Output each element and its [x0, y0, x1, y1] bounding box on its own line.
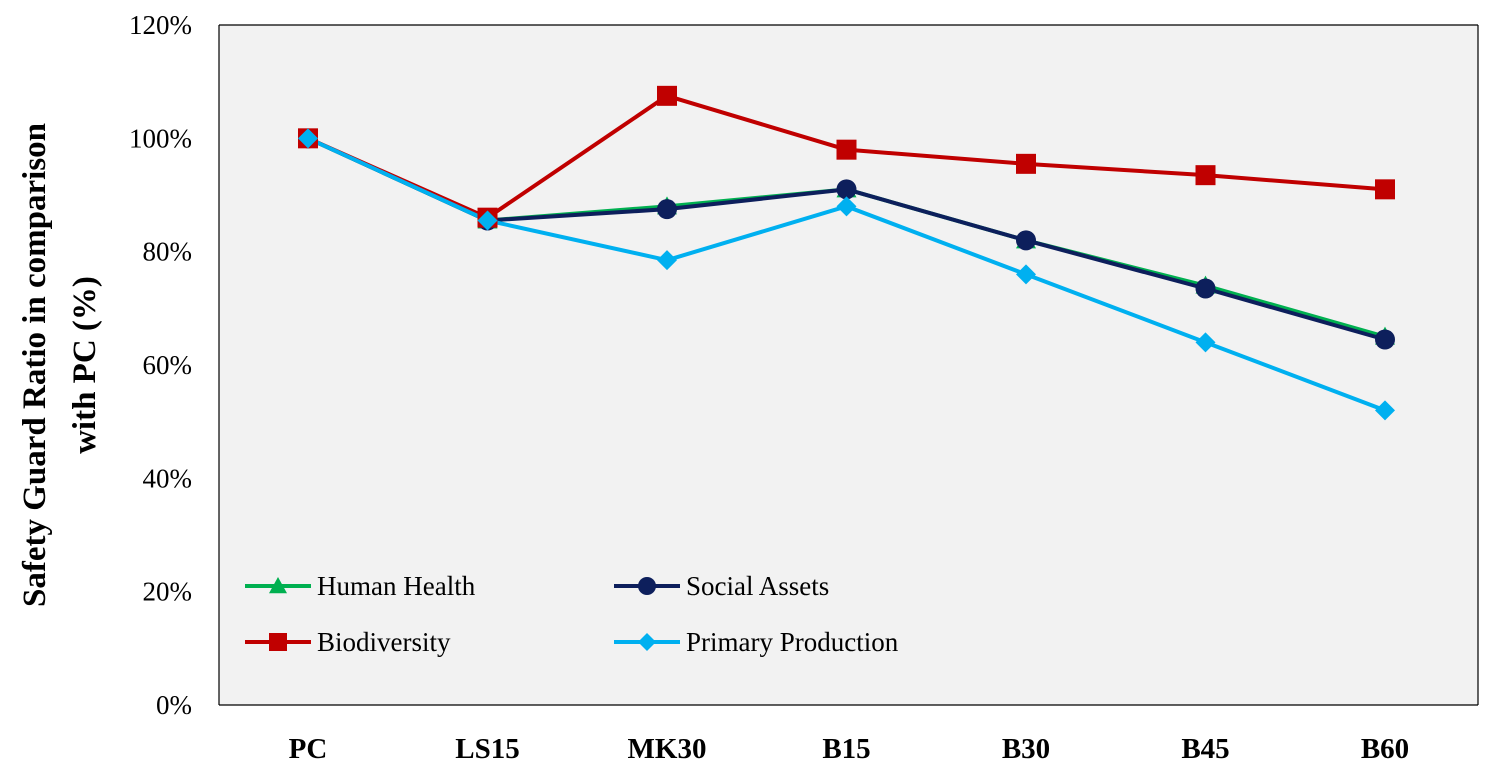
x-tick-label: B60 — [1361, 733, 1409, 765]
data-point-social-assets — [1195, 278, 1216, 299]
x-tick-label: B30 — [1002, 733, 1050, 765]
y-tick-label: 100% — [129, 123, 192, 153]
legend-marker-primary-production — [638, 633, 656, 651]
y-tick-labels: 0% 20% 40% 60% 80% 100% 120% — [129, 10, 192, 720]
y-tick-label: 0% — [156, 690, 192, 720]
data-point-social-assets — [1016, 230, 1036, 251]
plot-area — [219, 25, 1478, 705]
legend-marker-biodiversity — [269, 633, 287, 651]
data-point-biodiversity — [1195, 165, 1216, 186]
data-point-biodiversity — [1375, 179, 1395, 200]
y-axis-label: Safety Guard Ratio in comparison — [17, 123, 53, 607]
x-tick-label: B45 — [1181, 733, 1229, 765]
y-tick-label: 120% — [129, 10, 192, 40]
x-tick-label: LS15 — [455, 733, 519, 765]
legend: Human Health Social Assets Biodiversity Pri… — [245, 571, 899, 657]
data-point-social-assets — [657, 199, 677, 220]
data-point-primary-production — [836, 196, 857, 217]
y-axis-label-line2: with PC (%) — [67, 276, 103, 454]
data-point-primary-production — [1195, 332, 1216, 353]
y-tick-label: 60% — [143, 350, 193, 380]
legend-label-primary-production: Primary Production — [686, 627, 899, 657]
data-point-primary-production — [298, 128, 318, 149]
data-point-biodiversity — [657, 85, 677, 106]
legend-marker-human-health — [269, 577, 287, 594]
x-tick-label: MK30 — [628, 733, 707, 765]
y-tick-label: 80% — [143, 237, 193, 267]
data-point-biodiversity — [1016, 153, 1036, 174]
y-tick-label: 20% — [143, 577, 193, 607]
series-markers — [298, 85, 1395, 421]
x-tick-label: PC — [289, 733, 328, 765]
data-point-primary-production — [1016, 264, 1036, 285]
x-tick-label: B15 — [822, 733, 870, 765]
legend-marker-social-assets — [638, 577, 656, 595]
data-point-primary-production — [477, 210, 498, 231]
y-tick-label: 40% — [143, 463, 193, 493]
legend-label-biodiversity: Biodiversity — [317, 627, 451, 657]
x-tick-labels: PC LS15 MK30 B15 B30 B45 B60 — [289, 733, 1410, 765]
data-point-social-assets — [1375, 329, 1395, 350]
data-point-social-assets — [836, 179, 857, 200]
legend-label-social-assets: Social Assets — [686, 571, 829, 601]
data-point-primary-production — [657, 250, 677, 271]
legend-label-human-health: Human Health — [317, 571, 476, 601]
data-point-biodiversity — [836, 139, 857, 160]
data-point-primary-production — [1375, 400, 1395, 421]
